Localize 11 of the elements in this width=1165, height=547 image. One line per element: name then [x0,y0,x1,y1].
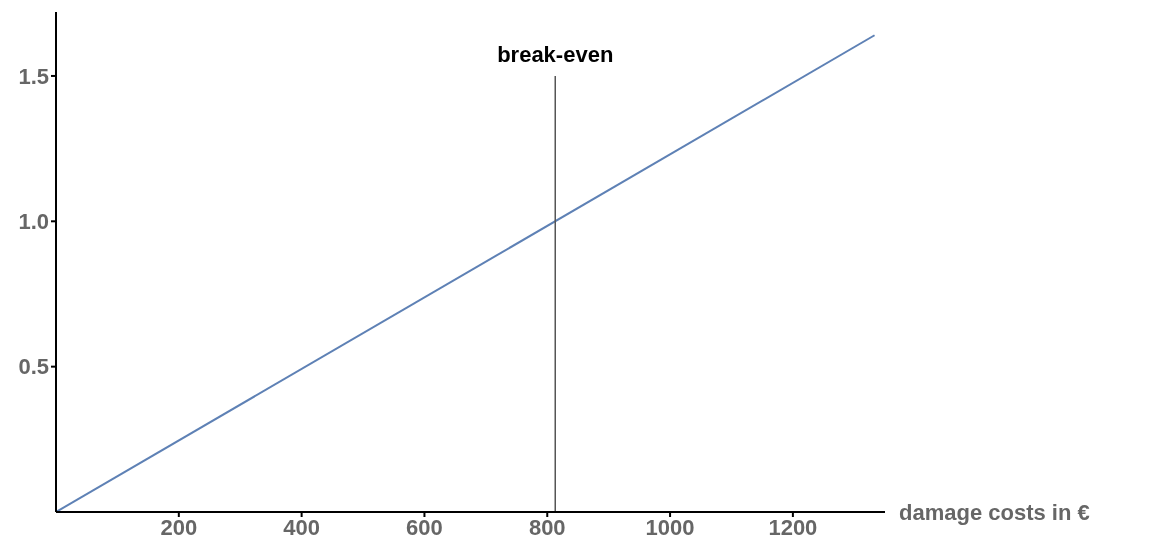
y-tick-label: 1.5 [18,63,49,89]
y-tick-label: 0.5 [18,354,49,380]
x-tick-label: 200 [160,514,198,540]
y-tick-label: 1.0 [18,209,49,235]
x-tick-label: 400 [283,514,320,540]
x-tick-label: 1200 [768,514,818,540]
ref-line-label: break-even [497,41,614,67]
x-tick-label: 800 [528,514,566,540]
x-tick-label: 600 [406,514,443,540]
x-tick-label: 1000 [645,514,695,540]
x-axis-title: damage costs in € [899,500,1090,525]
